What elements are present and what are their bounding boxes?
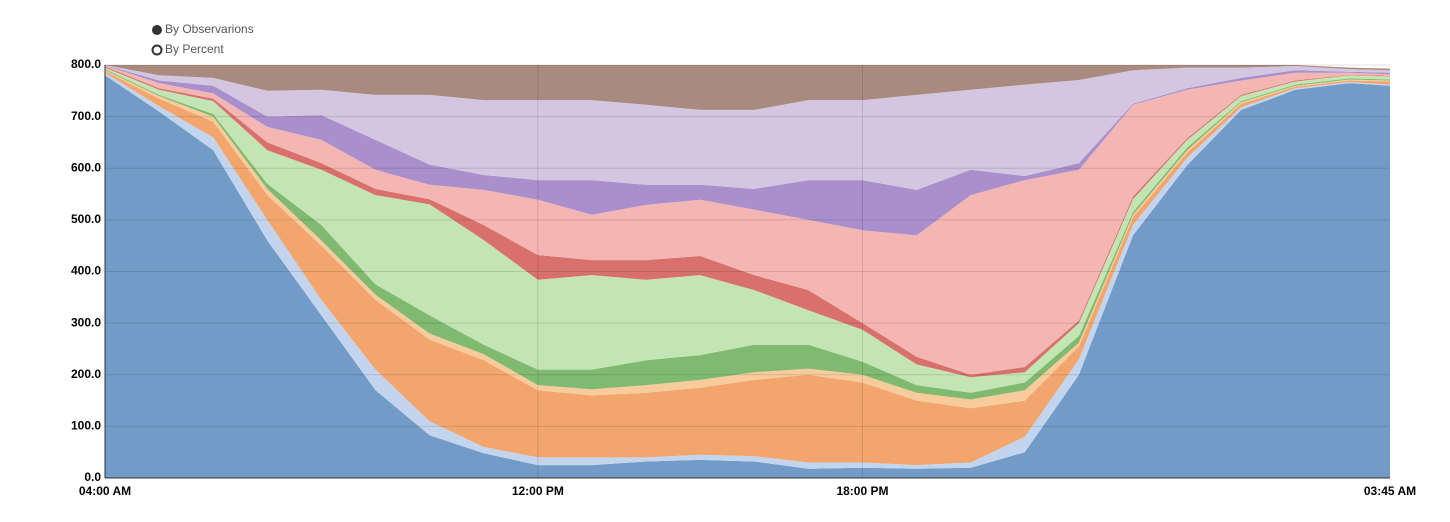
area bbox=[105, 65, 1390, 236]
x-tick-label: 12:00 PM bbox=[512, 484, 564, 498]
x-tick-label: 04:00 AM bbox=[79, 484, 131, 498]
area bbox=[105, 67, 1390, 393]
toggle-option[interactable]: By Percent bbox=[151, 42, 225, 56]
area bbox=[105, 65, 1390, 375]
y-tick-label: 700.0 bbox=[71, 109, 101, 123]
y-tick-label: 300.0 bbox=[71, 315, 101, 329]
radio[interactable] bbox=[151, 44, 163, 56]
y-tick-label: 600.0 bbox=[71, 160, 101, 174]
y-tick-label: 800.0 bbox=[71, 57, 101, 71]
view-toggle: By Observarions By Percent bbox=[151, 22, 254, 56]
toggle-option[interactable]: By Observarions bbox=[152, 22, 254, 36]
x-tick-label: 18:00 PM bbox=[836, 484, 888, 498]
x-tick-label: 03:45 AM bbox=[1364, 484, 1416, 498]
y-tick-label: 0.0 bbox=[84, 470, 101, 484]
y-tick-label: 500.0 bbox=[71, 212, 101, 226]
area bbox=[105, 69, 1390, 400]
y-tick-label: 400.0 bbox=[71, 264, 101, 278]
toggle-label[interactable]: By Percent bbox=[165, 42, 224, 56]
toggle-label[interactable]: By Observarions bbox=[165, 22, 254, 36]
area bbox=[105, 71, 1390, 466]
area bbox=[105, 75, 1390, 479]
radio-selected[interactable] bbox=[152, 25, 162, 35]
y-tick-label: 200.0 bbox=[71, 367, 101, 381]
y-tick-label: 100.0 bbox=[71, 419, 101, 433]
area bbox=[105, 65, 1390, 110]
area bbox=[105, 65, 1390, 190]
